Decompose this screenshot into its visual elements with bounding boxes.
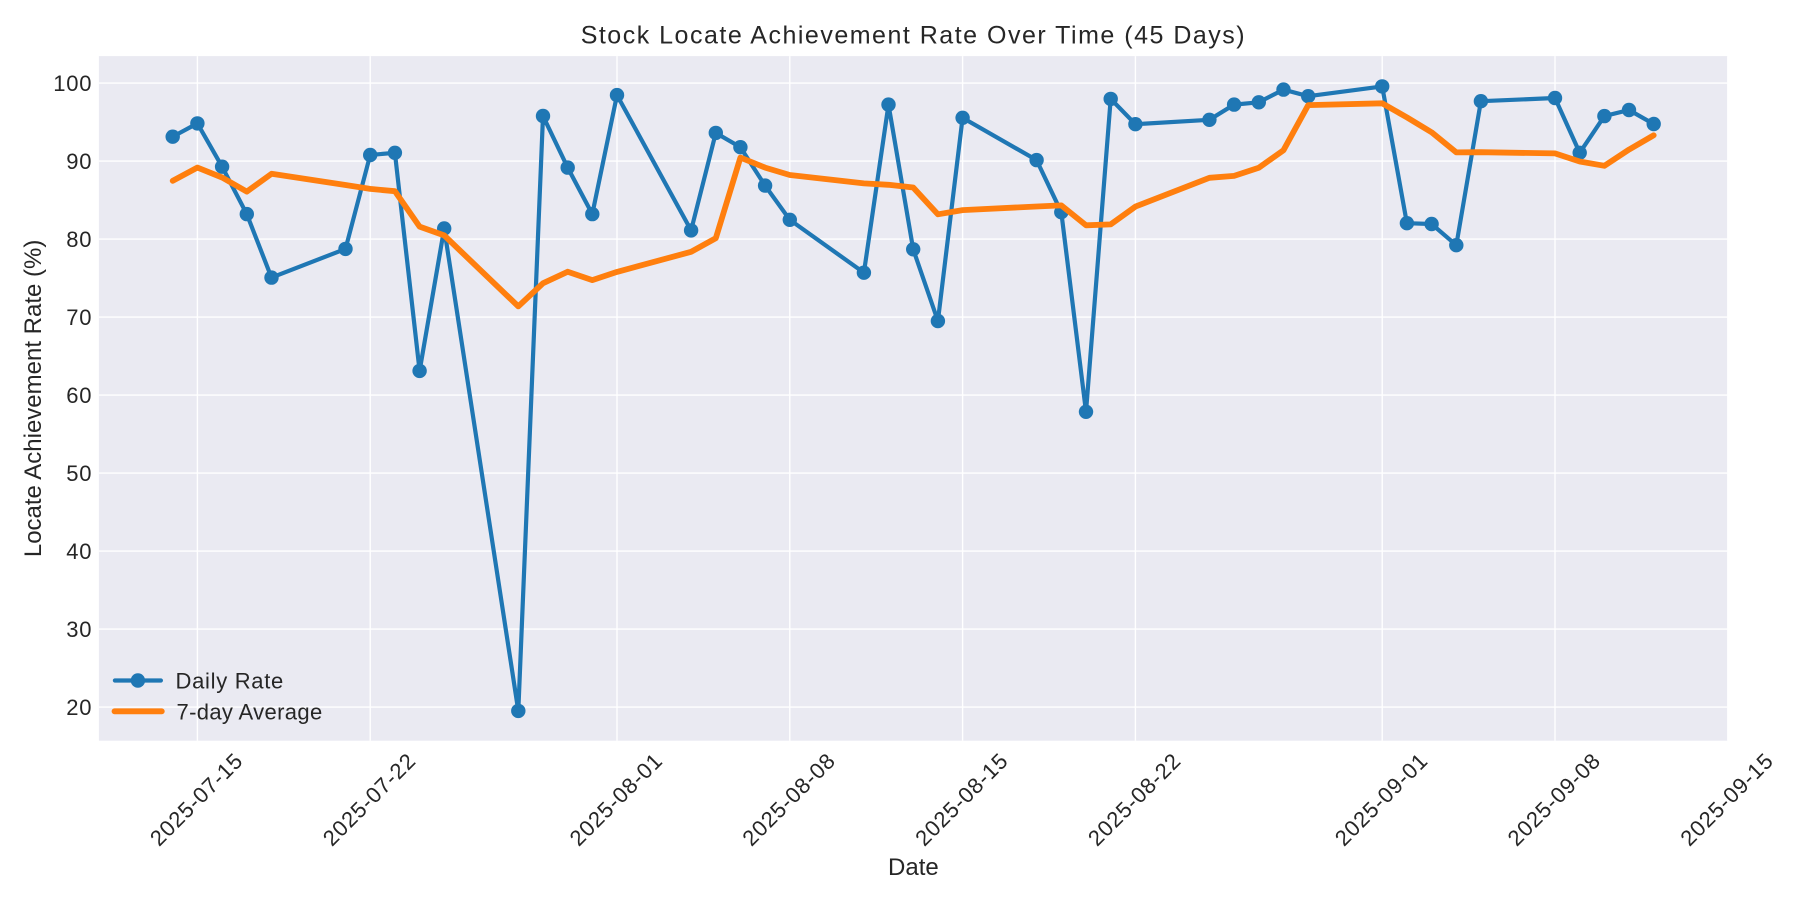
svg-text:Date: Date [888,854,939,881]
svg-text:7-day Average: 7-day Average [177,699,323,724]
svg-text:Stock Locate Achievement Rate: Stock Locate Achievement Rate Over Time … [581,22,1246,50]
svg-text:80: 80 [66,227,92,252]
svg-text:50: 50 [66,461,92,486]
svg-text:90: 90 [66,149,92,174]
svg-text:Daily Rate: Daily Rate [176,669,284,694]
svg-text:100: 100 [53,71,92,96]
svg-text:40: 40 [66,539,92,564]
svg-text:70: 70 [66,305,92,330]
svg-text:Locate Achievement Rate (%): Locate Achievement Rate (%) [20,240,47,558]
svg-text:20: 20 [66,695,92,720]
svg-text:30: 30 [66,617,92,642]
svg-text:60: 60 [66,383,92,408]
